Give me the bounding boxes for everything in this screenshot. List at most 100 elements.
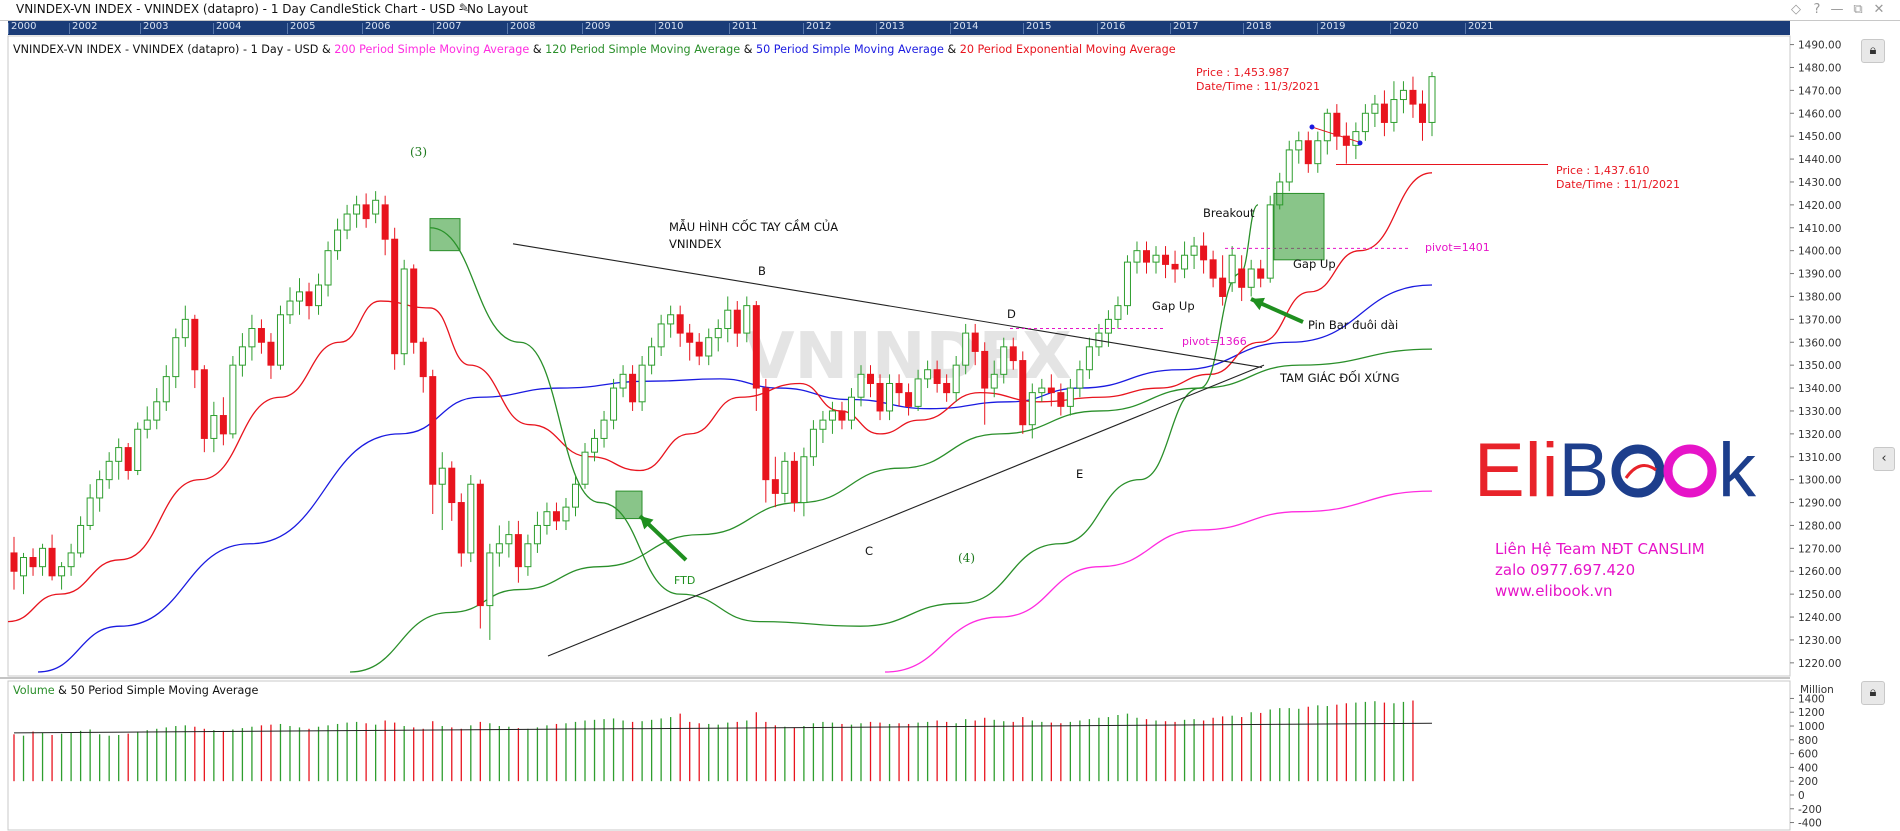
candle-body[interactable]	[1257, 268, 1265, 279]
candle-body[interactable]	[733, 309, 741, 334]
candle-body[interactable]	[1209, 259, 1217, 279]
candle-body[interactable]	[819, 419, 827, 430]
price-marker-dot[interactable]	[1309, 124, 1315, 130]
candle-body[interactable]	[124, 447, 132, 471]
year-label[interactable]: 2000	[11, 21, 37, 32]
year-label[interactable]: 2021	[1468, 21, 1494, 32]
candle-body[interactable]	[476, 483, 484, 607]
ftd-highlight-box[interactable]	[615, 490, 643, 520]
candle-body[interactable]	[58, 566, 66, 577]
candle-body[interactable]	[200, 369, 208, 439]
candle-body[interactable]	[1352, 131, 1360, 146]
candle-body[interactable]	[505, 534, 513, 545]
candle-body[interactable]	[876, 382, 884, 412]
price-marker-dot[interactable]	[1357, 140, 1363, 146]
close-button[interactable]: ✕	[1873, 2, 1885, 17]
candle-body[interactable]	[457, 502, 465, 554]
candle-body[interactable]	[105, 460, 113, 481]
candle-body[interactable]	[448, 467, 456, 504]
candle-body[interactable]	[667, 314, 675, 325]
candle-body[interactable]	[886, 382, 894, 412]
help-icon[interactable]: ?	[1813, 2, 1821, 17]
candle-body[interactable]	[391, 238, 399, 355]
candle-body[interactable]	[933, 369, 941, 384]
candle-body[interactable]	[134, 428, 142, 471]
candle-body[interactable]	[581, 451, 589, 485]
year-label[interactable]: 2019	[1320, 21, 1346, 32]
candle-body[interactable]	[648, 346, 656, 366]
candle-body[interactable]	[591, 437, 599, 453]
highlight-box-top[interactable]	[429, 218, 461, 252]
candle-body[interactable]	[67, 552, 75, 568]
candle-body[interactable]	[562, 506, 570, 522]
candle-body[interactable]	[533, 524, 541, 545]
candle-body[interactable]	[1371, 103, 1379, 114]
candle-body[interactable]	[1418, 103, 1426, 123]
candle-body[interactable]	[96, 479, 104, 499]
candle-body[interactable]	[1219, 277, 1227, 297]
candle-body[interactable]	[752, 305, 760, 389]
candle-body[interactable]	[1066, 387, 1074, 407]
candle-body[interactable]	[238, 346, 246, 366]
candle-body[interactable]	[276, 314, 284, 366]
candle-body[interactable]	[1047, 387, 1055, 394]
candle-body[interactable]	[990, 373, 998, 389]
candle-body[interactable]	[305, 291, 313, 307]
pencil-edit-icon[interactable]: ✎	[459, 1, 470, 15]
year-label[interactable]: 2010	[658, 21, 684, 32]
candle-body[interactable]	[1114, 305, 1122, 320]
candle-body[interactable]	[1285, 149, 1293, 183]
candle-body[interactable]	[1057, 392, 1065, 407]
candle-body[interactable]	[1142, 250, 1150, 263]
candle-body[interactable]	[1428, 76, 1436, 123]
candle-body[interactable]	[372, 199, 380, 215]
diamond-icon[interactable]: ◇	[1791, 2, 1801, 17]
candle-body[interactable]	[429, 376, 437, 485]
year-label[interactable]: 2016	[1100, 21, 1126, 32]
candle-body[interactable]	[1085, 346, 1093, 371]
candle-body[interactable]	[486, 552, 494, 607]
year-label[interactable]: 2015	[1026, 21, 1052, 32]
candle-body[interactable]	[115, 447, 123, 462]
candle-body[interactable]	[867, 373, 875, 384]
candle-body[interactable]	[1152, 254, 1160, 263]
candle-body[interactable]	[353, 204, 361, 215]
candle-body[interactable]	[543, 511, 551, 526]
year-label[interactable]: 2020	[1393, 21, 1419, 32]
candle-body[interactable]	[686, 332, 694, 343]
candle-body[interactable]	[714, 328, 722, 339]
year-label[interactable]: 2014	[953, 21, 979, 32]
year-label[interactable]: 2011	[732, 21, 758, 32]
candle-body[interactable]	[1076, 369, 1084, 389]
candle-body[interactable]	[1380, 103, 1388, 123]
candle-body[interactable]	[571, 483, 579, 508]
candle-body[interactable]	[267, 341, 275, 366]
candle-body[interactable]	[381, 204, 389, 240]
candle-body[interactable]	[495, 543, 503, 554]
upper-trendline[interactable]	[512, 243, 1263, 368]
candle-body[interactable]	[828, 410, 836, 421]
candle-body[interactable]	[1247, 268, 1255, 288]
candle-body[interactable]	[286, 300, 294, 316]
candle-body[interactable]	[552, 511, 560, 522]
candle-body[interactable]	[1323, 112, 1331, 142]
candle-body[interactable]	[210, 415, 218, 439]
candle-body[interactable]	[619, 373, 627, 389]
candle-body[interactable]	[790, 460, 798, 504]
candle-body[interactable]	[1238, 268, 1246, 288]
collapse-panel-chevron-icon[interactable]: ‹	[1873, 447, 1895, 471]
candle-body[interactable]	[800, 456, 808, 504]
candle-body[interactable]	[971, 332, 979, 352]
candle-body[interactable]	[1190, 245, 1198, 256]
candle-body[interactable]	[1038, 387, 1046, 394]
candle-body[interactable]	[20, 557, 28, 577]
year-label[interactable]: 2004	[216, 21, 242, 32]
candle-body[interactable]	[524, 543, 532, 568]
candle-body[interactable]	[629, 373, 637, 403]
candle-body[interactable]	[315, 284, 323, 307]
candle-body[interactable]	[1399, 89, 1407, 101]
year-label[interactable]: 2017	[1173, 21, 1199, 32]
candle-body[interactable]	[29, 557, 37, 568]
candle-body[interactable]	[705, 337, 713, 357]
